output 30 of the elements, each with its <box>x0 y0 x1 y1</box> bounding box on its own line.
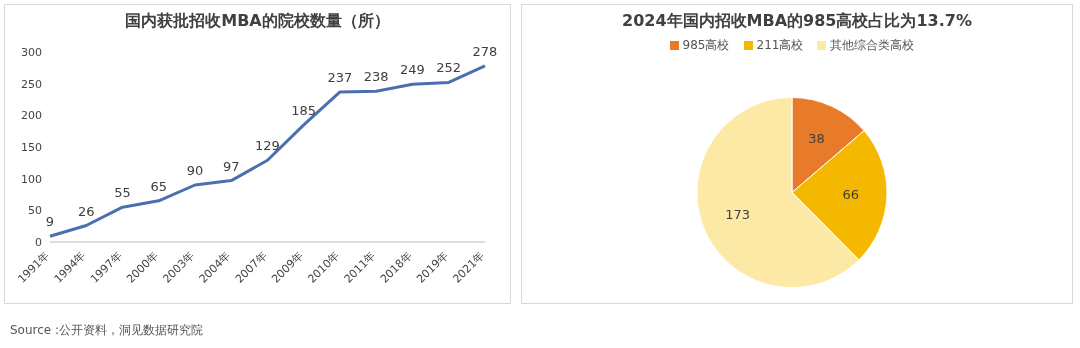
legend-label: 其他综合类高校 <box>830 37 915 54</box>
data-label: 129 <box>255 138 280 154</box>
y-tick-label: 100 <box>21 172 42 186</box>
y-tick-label: 150 <box>21 140 42 154</box>
data-label: 237 <box>327 69 353 85</box>
y-tick-label: 50 <box>28 204 42 218</box>
y-tick-label: 200 <box>21 109 42 123</box>
data-label: 38 <box>808 131 825 147</box>
data-label: 26 <box>77 203 95 219</box>
chart-title: 2024年国内招收MBA的985高校占比为13.7% <box>621 11 973 32</box>
legend-label: 985高校 <box>682 37 730 54</box>
data-label: 278 <box>472 43 498 59</box>
y-tick-label: 0 <box>35 235 42 249</box>
data-label: 97 <box>222 158 240 174</box>
line-series <box>48 64 487 238</box>
y-tick-label: 300 <box>21 45 42 59</box>
data-label: 249 <box>400 62 425 78</box>
source-note: Source :公开资料，洞见数据研究院 <box>10 322 204 339</box>
data-label: 238 <box>363 69 389 85</box>
data-label: 90 <box>186 163 204 178</box>
data-label: 9 <box>45 214 55 230</box>
data-label: 65 <box>150 178 168 194</box>
data-label: 252 <box>436 60 462 76</box>
chart-title: 国内获批招收MBA的院校数量（所） <box>124 11 391 32</box>
data-label: 66 <box>842 187 860 203</box>
data-label: 173 <box>725 207 750 223</box>
legend-label: 211高校 <box>756 37 804 54</box>
data-label: 185 <box>291 102 317 118</box>
y-tick-label: 250 <box>21 77 42 91</box>
data-label: 55 <box>114 185 131 201</box>
